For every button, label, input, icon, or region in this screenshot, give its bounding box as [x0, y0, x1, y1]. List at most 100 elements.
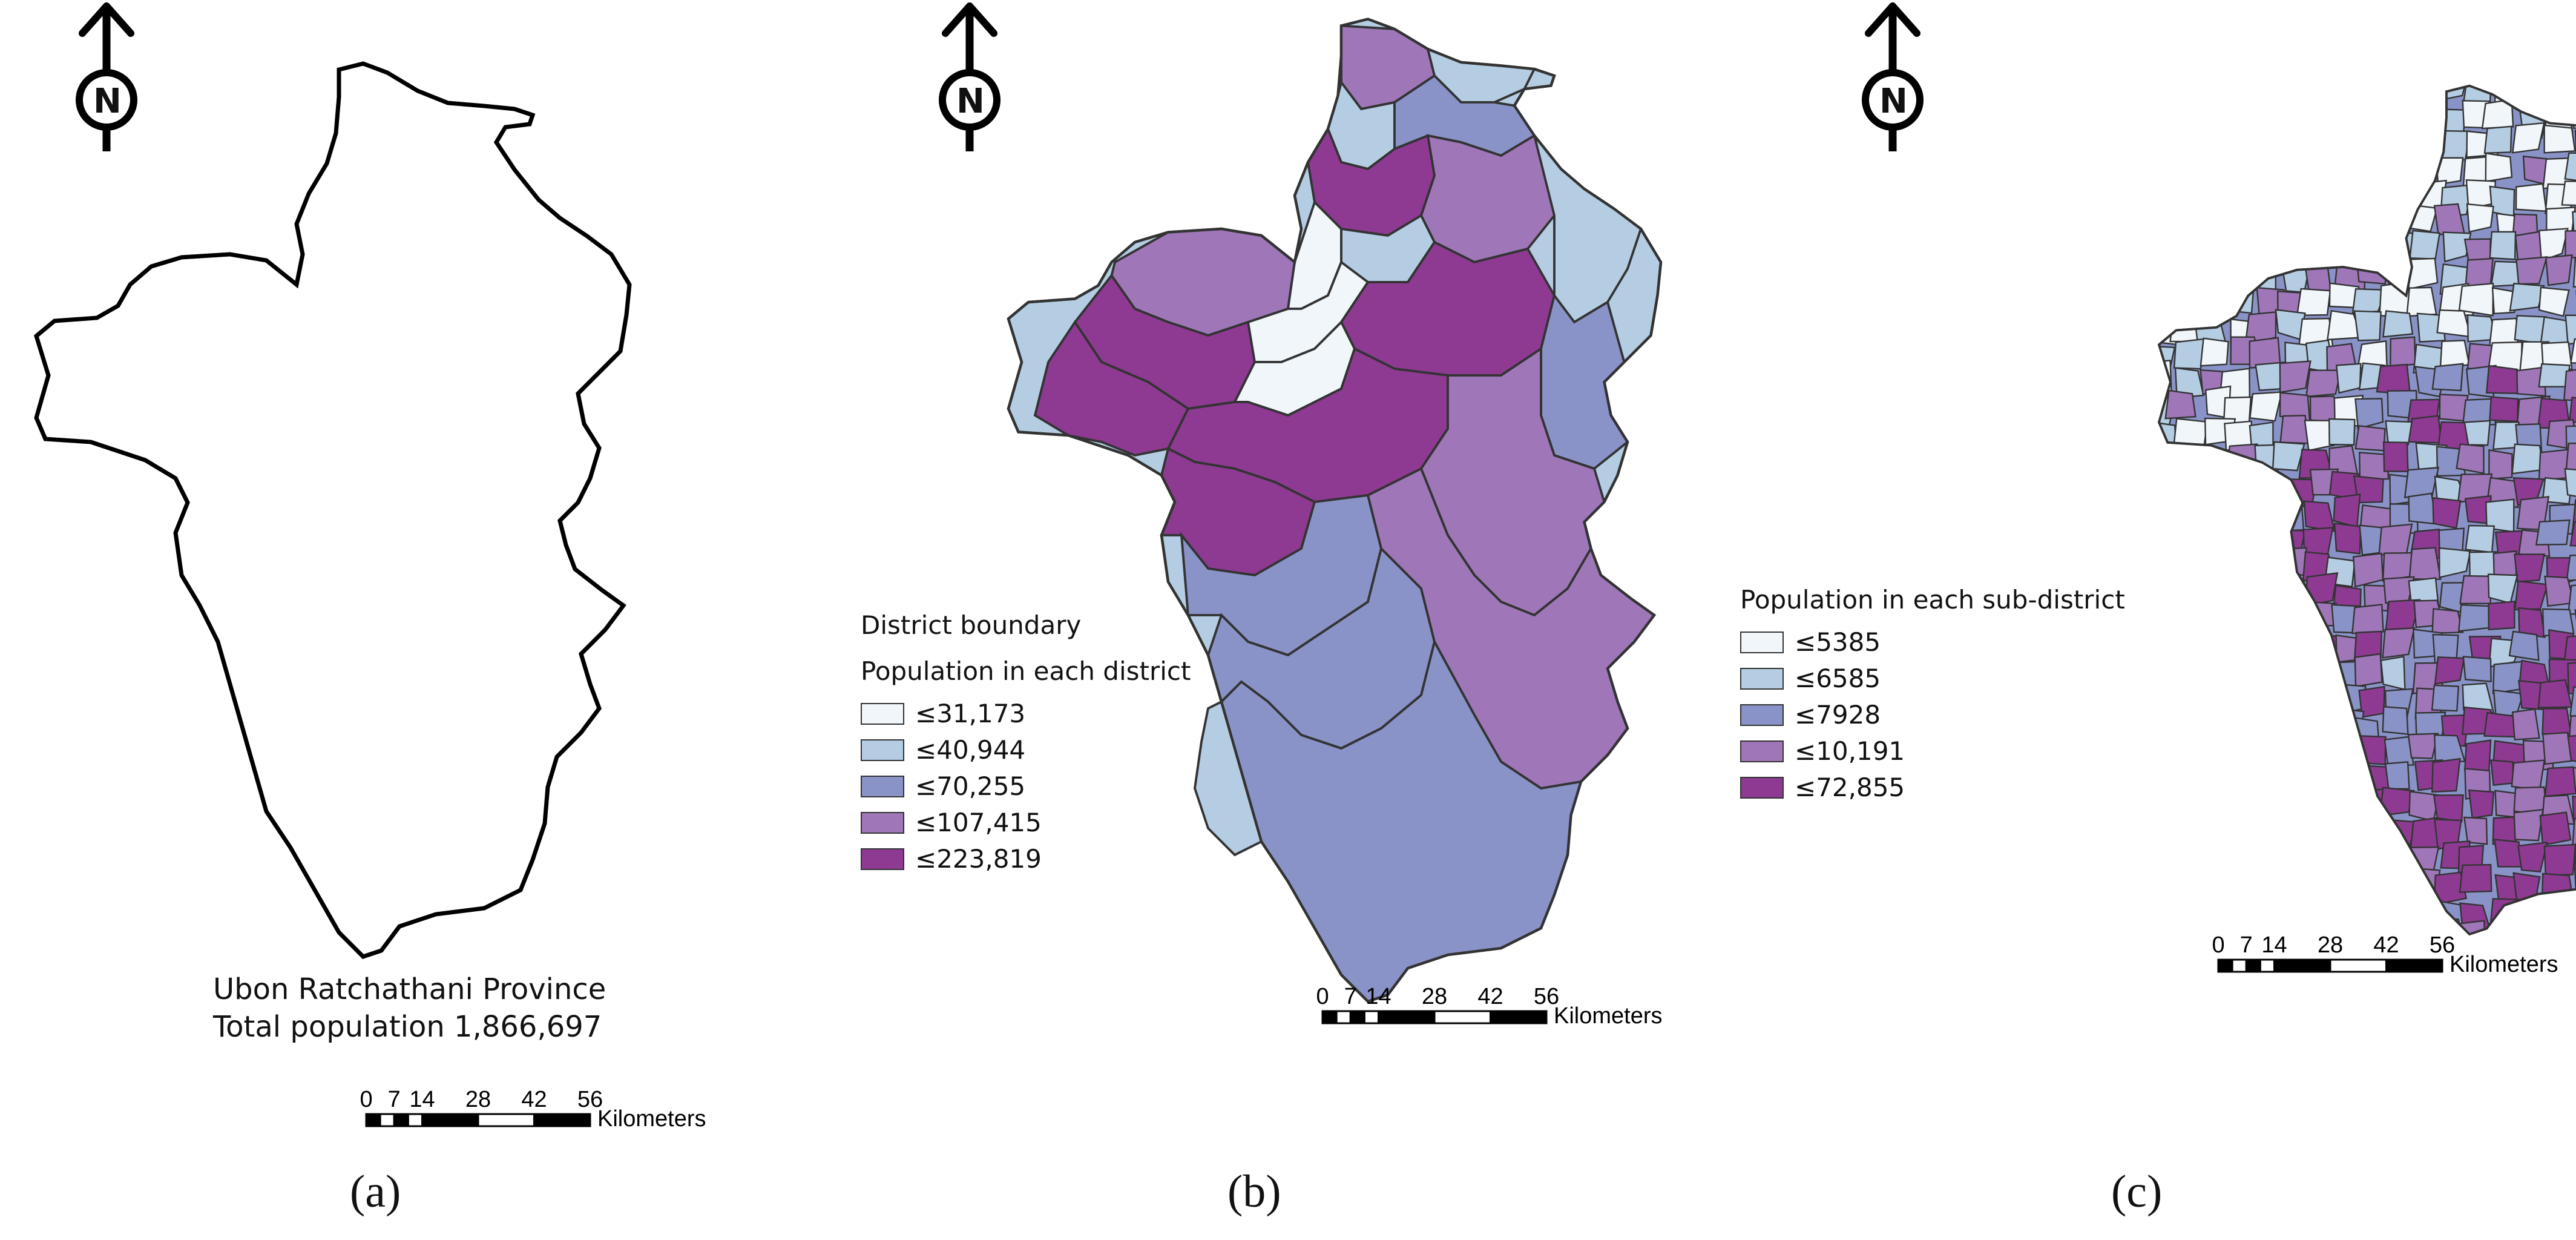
scale-segment: [2329, 958, 2387, 973]
subdistrict-polygon: [2249, 635, 2278, 664]
subdistrict-polygon: [2416, 122, 2448, 156]
subdistrict-polygon: [2201, 632, 2233, 668]
subdistrict-polygon: [2542, 477, 2573, 505]
subdistrict-polygon: [2543, 124, 2576, 154]
subdistrict-polygon: [2218, 690, 2247, 720]
subdistrict-polygon: [2280, 866, 2311, 899]
scale-segment: [533, 1113, 591, 1127]
subdistrict-polygon: [2175, 607, 2205, 636]
scale-segment: [1378, 1010, 1436, 1024]
subdistrict-polygon: [2569, 85, 2576, 110]
subdistrict-polygon: [2382, 627, 2416, 659]
subdistrict-polygon: [2200, 285, 2226, 317]
subdistrict-polygon: [2489, 185, 2515, 217]
subdistrict-polygon: [2568, 397, 2576, 424]
subdistrict-polygon: [2171, 154, 2201, 180]
scale-segment: [2273, 958, 2331, 973]
subdistrict-polygon: [2494, 839, 2523, 868]
subdistrict-polygon: [2177, 207, 2209, 241]
subdistrict-polygon: [2539, 811, 2572, 846]
legend-class-label: ≤40,944: [915, 735, 1026, 765]
subdistrict-polygon: [2246, 868, 2281, 900]
subdistrict-polygon: [2246, 131, 2281, 157]
scale-segment: [2245, 958, 2261, 973]
legend-class-label: ≤223,819: [915, 844, 1042, 874]
subdistrict-polygon: [2297, 788, 2328, 822]
subdistrict-polygon: [2568, 714, 2576, 745]
subdistrict-polygon: [2224, 761, 2258, 790]
subdistrict-polygon: [2328, 418, 2356, 446]
subdistrict-polygon: [2192, 133, 2225, 162]
subdistrict-polygon: [2176, 467, 2207, 499]
scale-segment: [1490, 1010, 1548, 1024]
subdistrict-polygon: [2174, 844, 2206, 875]
subdistrict-polygon: [2518, 902, 2552, 928]
subdistrict-polygon: [2304, 661, 2334, 690]
subdistrict-polygon: [2279, 108, 2315, 136]
subdistrict-polygon: [2201, 609, 2232, 640]
legend-title: Population in each district: [861, 656, 1191, 686]
subdistrict-polygon: [2223, 154, 2257, 185]
subdistrict-polygon: [2276, 891, 2311, 923]
subdistrict-polygon: [2404, 467, 2440, 498]
subdistrict-polygon: [2488, 601, 2515, 631]
subdistrict-polygon: [2483, 125, 2512, 154]
subdistrict-polygon: [2196, 710, 2226, 746]
legend-swatch: [1740, 704, 1784, 726]
subdistrict-polygon: [2513, 808, 2544, 842]
subdistrict-polygon: [2229, 866, 2264, 895]
scale-tick-label: 7: [1344, 984, 1357, 1009]
subdistrict-polygon: [2379, 131, 2408, 159]
subdistrict-polygon: [2390, 336, 2416, 368]
legend-class-label: ≤5385: [1795, 627, 1881, 657]
scale-unit-label: Kilometers: [597, 1106, 706, 1132]
subdistrict-polygon: [2544, 766, 2576, 797]
scale-segment: [1433, 1010, 1491, 1024]
subdistrict-polygon: [2545, 254, 2573, 286]
subdistrict-polygon: [2462, 682, 2495, 714]
subdistrict-polygon: [2305, 369, 2342, 398]
province-name-label: Ubon Ratchathani Province: [213, 972, 606, 1006]
subdistrict-polygon: [2195, 258, 2229, 290]
subdistrict-polygon: [2376, 363, 2411, 395]
scale-segment: [1321, 1010, 1338, 1024]
subdistrict-polygon: [2175, 527, 2204, 559]
subdistrict-polygon: [2354, 159, 2385, 188]
subdistrict-polygon: [2159, 239, 2181, 273]
subdistrict-polygon: [2219, 814, 2252, 846]
subdistrict-polygon: [2279, 734, 2311, 765]
subdistrict-polygon: [2304, 85, 2335, 101]
scale-tick-label: 0: [1316, 984, 1329, 1009]
subdistrict-polygon: [2194, 475, 2229, 508]
legend-class-label: ≤31,173: [915, 699, 1026, 728]
subdistrict-polygon: [2247, 102, 2273, 134]
subdistrict-polygon: [2227, 234, 2255, 264]
subdistrict-polygon: [2563, 634, 2576, 667]
subdistrict-polygon: [2252, 814, 2284, 843]
subdistrict-polygon: [2378, 208, 2411, 237]
subdistrict-polygon: [2159, 632, 2179, 663]
scale-tick-label: 7: [388, 1087, 401, 1112]
subdistrict-polygon: [2299, 708, 2329, 740]
subdistrict-polygon: [2173, 493, 2204, 520]
subdistrict-polygon: [2283, 602, 2313, 633]
subdistrict-polygon: [2442, 231, 2472, 263]
subdistrict-polygon: [2384, 761, 2410, 790]
subdistrict-polygon: [2159, 742, 2178, 772]
subdistrict-polygon: [2276, 791, 2308, 822]
subdistrict-polygon: [2537, 679, 2573, 708]
subdistrict-polygon: [2462, 656, 2492, 682]
subdistrict-polygon: [2159, 360, 2172, 394]
subdistrict-polygon: [2405, 159, 2432, 191]
subdistrict-polygon: [2198, 783, 2230, 814]
subdistrict-polygon: [2566, 900, 2576, 931]
subdistrict-polygon: [2280, 183, 2314, 216]
subdistrict-polygon: [2200, 579, 2233, 611]
scale-segment: [2259, 958, 2275, 973]
scale-segment: [477, 1113, 535, 1127]
legend-class-label: ≤10,191: [1795, 736, 1905, 766]
subdistrict-polygon: [2250, 679, 2278, 707]
subdistrict-polygon: [2257, 157, 2290, 183]
subdistrict-polygon: [2330, 85, 2364, 106]
subdistrict-polygon: [2249, 85, 2280, 107]
